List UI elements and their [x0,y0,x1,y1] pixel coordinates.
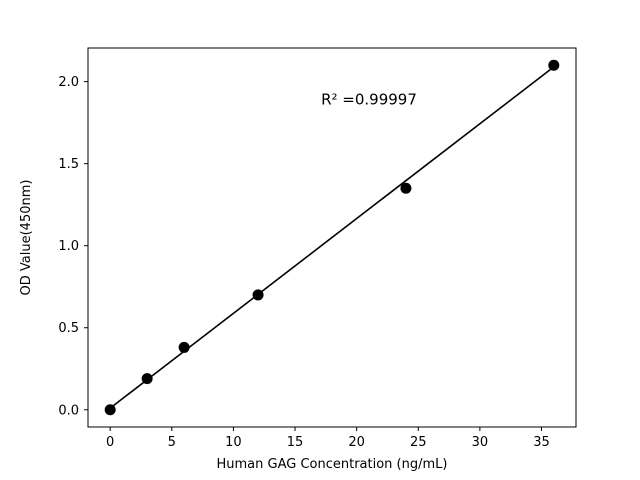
x-axis-tick-label: 10 [225,435,242,450]
x-axis-tick-label: 20 [348,435,365,450]
x-axis-tick-label: 35 [533,435,550,450]
y-axis-tick-label: 2.0 [58,75,79,90]
y-axis-tick-label: 1.0 [58,239,79,254]
y-axis-tick-label: 0.0 [58,403,79,418]
data-point [548,59,560,71]
y-axis-title: OD Value(450nm) [19,180,34,296]
x-axis-title: Human GAG Concentration (ng/mL) [217,457,448,472]
r-squared-annotation: R² =0.99997 [321,91,417,109]
data-point [178,341,190,353]
x-axis-tick-label: 5 [168,435,176,450]
data-point [400,182,412,194]
data-point [104,404,116,416]
x-axis-tick-label: 25 [410,435,427,450]
x-axis-tick-label: 15 [287,435,304,450]
x-axis-tick-label: 0 [106,435,114,450]
y-axis-tick-label: 0.5 [58,321,79,336]
x-axis-tick-label: 30 [472,435,489,450]
data-point [252,289,264,301]
y-axis-tick-label: 1.5 [58,157,79,172]
data-point [141,373,153,385]
